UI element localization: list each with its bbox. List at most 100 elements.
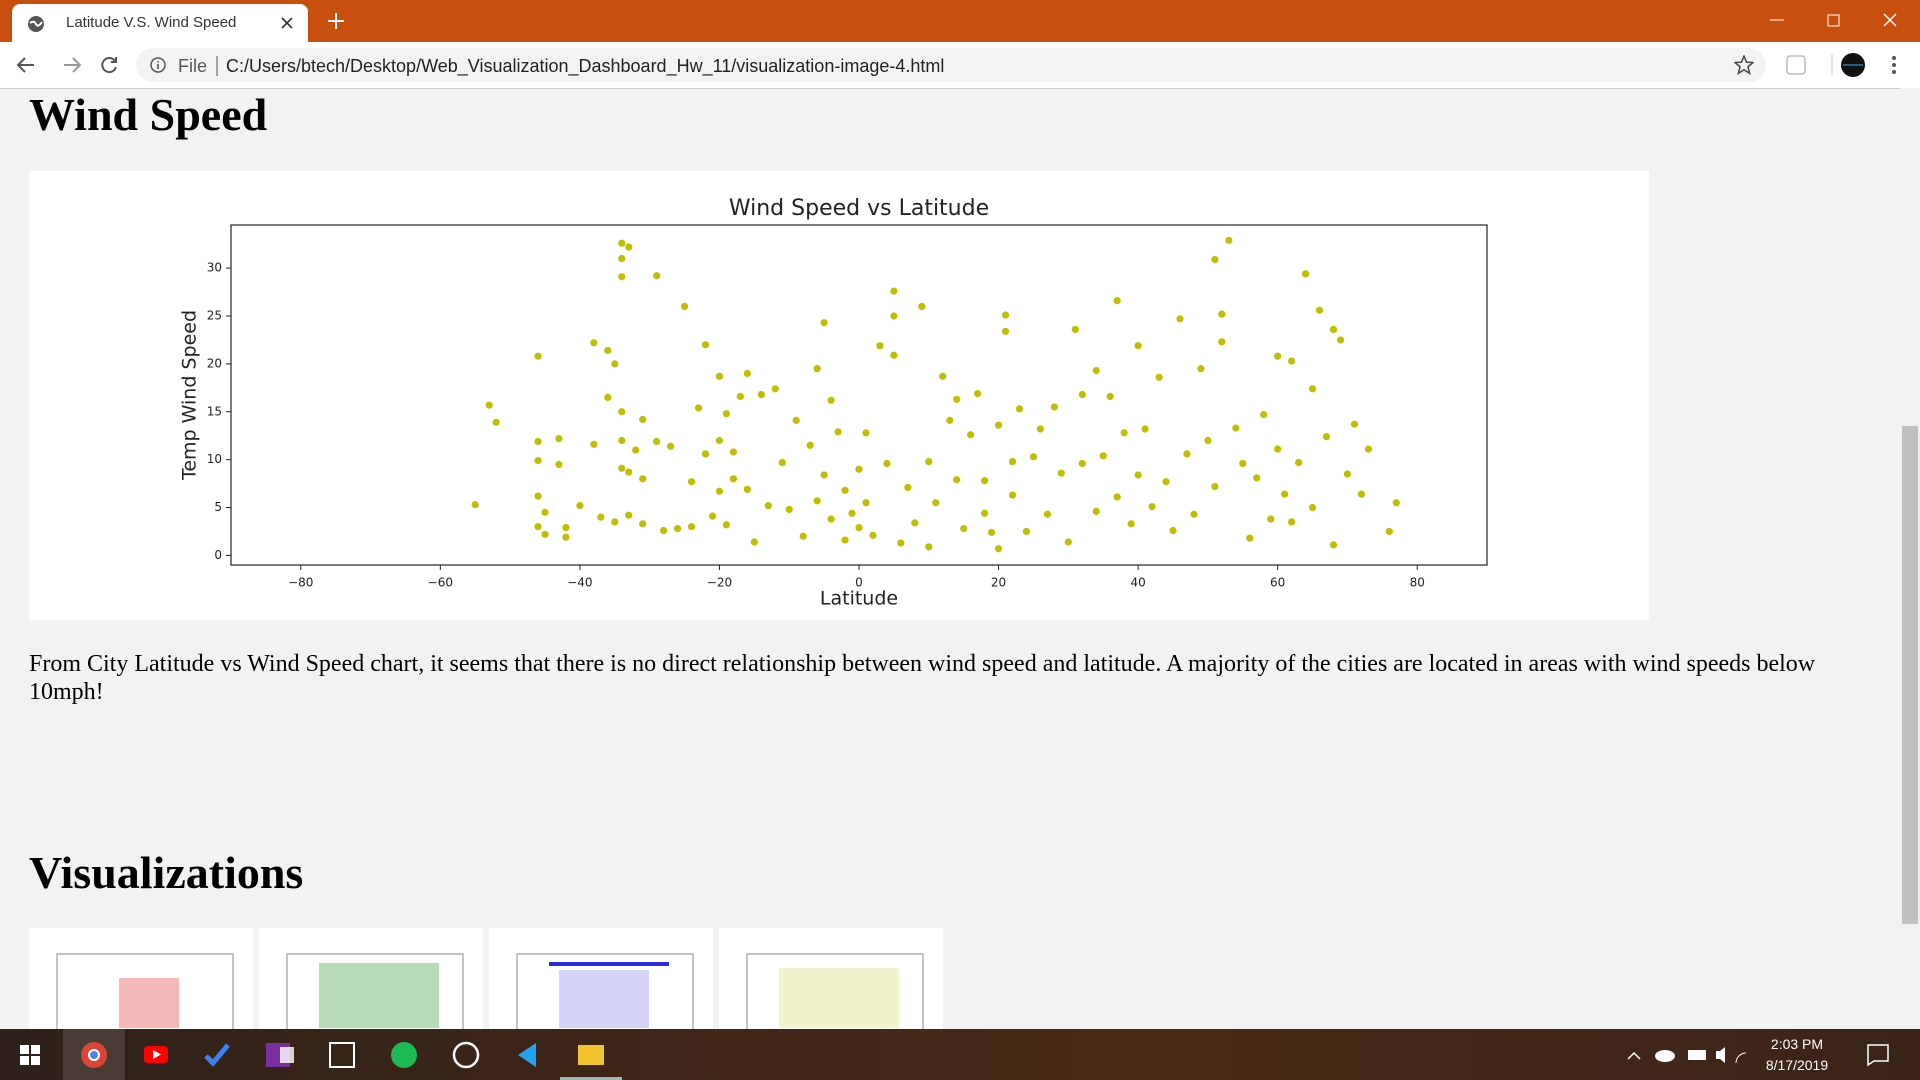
separator: [216, 56, 218, 76]
point: [1392, 499, 1400, 507]
point: [1288, 357, 1296, 365]
point: [981, 509, 989, 517]
point: [611, 518, 619, 526]
point: [1078, 390, 1086, 399]
point: [750, 538, 758, 546]
point: [1308, 503, 1317, 512]
omnibox[interactable]: File C:/Users/btech/Desktop/Web_Visualiz…: [136, 48, 1766, 82]
point: [1343, 470, 1352, 478]
nav-buttons[interactable]: [14, 54, 124, 76]
thumbnail[interactable]: [29, 928, 253, 1035]
point: [1385, 527, 1393, 536]
scrollbar[interactable]: [1900, 88, 1920, 1029]
point: [897, 539, 905, 547]
point: [778, 458, 786, 467]
point: [799, 532, 807, 540]
point: [820, 319, 828, 327]
point: [541, 508, 549, 516]
point: [1008, 491, 1017, 499]
point: [1336, 336, 1345, 344]
thumbnail[interactable]: [259, 928, 483, 1035]
point: [632, 446, 640, 454]
point: [687, 523, 696, 531]
clock[interactable]: 2:03 PM 8/17/2019: [1752, 1034, 1842, 1076]
thumbnail[interactable]: [489, 928, 713, 1035]
x-tick-label: 60: [1270, 576, 1285, 590]
point: [625, 468, 633, 476]
notifications[interactable]: [1866, 1043, 1890, 1067]
point: [1204, 436, 1212, 445]
bookmark-star[interactable]: [1734, 55, 1754, 75]
tab-close[interactable]: [280, 16, 294, 30]
thumbnail[interactable]: [719, 928, 943, 1035]
point: [1274, 445, 1282, 453]
y-tick-label: 15: [207, 404, 222, 418]
extensions[interactable]: [1784, 52, 1914, 78]
window-controls[interactable]: [1760, 10, 1910, 30]
point: [1071, 325, 1079, 333]
point: [1232, 424, 1240, 432]
point: [1001, 327, 1010, 335]
x-tick-label: −60: [428, 576, 453, 590]
point: [771, 385, 779, 393]
point: [1169, 526, 1177, 535]
point: [1057, 469, 1065, 477]
url: C:/Users/btech/Desktop/Web_Visualization…: [226, 56, 945, 76]
thumbnail-art: [516, 953, 694, 1035]
point: [1183, 450, 1191, 458]
date: 8/17/2019: [1765, 1057, 1829, 1073]
info-icon: [150, 57, 166, 73]
point: [708, 512, 717, 520]
point: [1211, 482, 1219, 491]
point: [1099, 452, 1107, 460]
plot-frame: [230, 224, 1488, 566]
point: [534, 492, 542, 500]
point: [1260, 411, 1268, 419]
point: [555, 460, 563, 469]
point: [939, 372, 947, 380]
point: [639, 520, 647, 528]
point: [987, 528, 996, 537]
point: [876, 342, 884, 350]
point: [604, 393, 612, 401]
point: [1218, 310, 1226, 318]
point: [639, 475, 647, 483]
point: [1001, 311, 1010, 319]
point: [855, 524, 863, 532]
point: [1350, 420, 1359, 428]
address-bar: File C:/Users/btech/Desktop/Web_Visualiz…: [0, 42, 1920, 89]
point: [653, 272, 661, 280]
point: [848, 509, 856, 517]
tab[interactable]: Latitude V.S. Wind Speed: [12, 4, 308, 42]
point: [562, 524, 570, 532]
point: [792, 416, 800, 424]
point: [890, 312, 898, 320]
point: [834, 428, 842, 436]
description: From City Latitude vs Wind Speed chart, …: [29, 651, 1816, 705]
point: [701, 341, 710, 349]
point: [1141, 425, 1149, 433]
point: [764, 502, 772, 510]
tray-icons[interactable]: [1620, 1039, 1750, 1069]
thumbnail-art: [746, 953, 924, 1035]
point: [1364, 445, 1372, 453]
x-tick-label: 40: [1130, 576, 1145, 590]
point: [806, 441, 814, 449]
point: [1015, 405, 1024, 413]
new-tab[interactable]: [327, 12, 345, 30]
point: [1029, 453, 1038, 461]
taskbar: 2:03 PM 8/17/2019: [0, 1029, 1920, 1080]
point: [1253, 474, 1261, 482]
y-tick-label: 10: [207, 452, 222, 466]
point: [541, 530, 549, 538]
scroll-thumb[interactable]: [1902, 426, 1918, 924]
taskbar-icons[interactable]: [0, 1029, 640, 1080]
point: [1288, 518, 1296, 526]
point: [618, 436, 626, 445]
point: [485, 401, 493, 409]
point: [667, 442, 675, 450]
point: [722, 521, 731, 529]
y-tick-label: 0: [214, 548, 222, 562]
point: [953, 395, 961, 403]
